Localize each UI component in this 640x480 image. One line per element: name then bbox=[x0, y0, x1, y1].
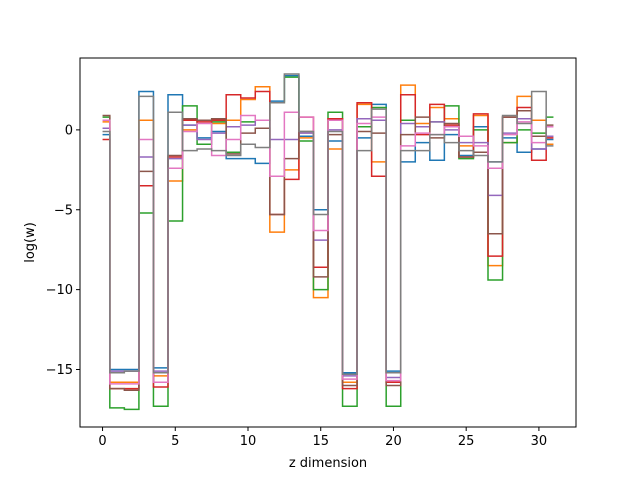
x-axis: 0 5 10 15 20 25 30 bbox=[98, 427, 547, 449]
y-tick-label: −10 bbox=[46, 283, 73, 298]
y-tick-label: −5 bbox=[54, 203, 73, 218]
x-tick-label: 15 bbox=[312, 434, 329, 449]
series-layer bbox=[102, 73, 554, 411]
y-axis: 0 −5 −10 −15 bbox=[46, 123, 80, 378]
y-tick-label: −15 bbox=[46, 363, 73, 378]
x-tick-label: 20 bbox=[385, 434, 402, 449]
y-axis-label: log(w) bbox=[23, 222, 38, 263]
series-line-1 bbox=[102, 74, 554, 374]
x-tick-label: 5 bbox=[171, 434, 179, 449]
series-line-8 bbox=[102, 73, 554, 376]
y-tick-label: 0 bbox=[65, 123, 73, 138]
x-tick-label: 10 bbox=[240, 434, 257, 449]
x-tick-label: 0 bbox=[98, 434, 106, 449]
plot-frame bbox=[79, 57, 577, 428]
x-tick-label: 25 bbox=[458, 434, 475, 449]
x-tick-label: 30 bbox=[531, 434, 548, 449]
x-axis-label: z dimension bbox=[289, 456, 367, 471]
series-line-7 bbox=[102, 111, 554, 385]
